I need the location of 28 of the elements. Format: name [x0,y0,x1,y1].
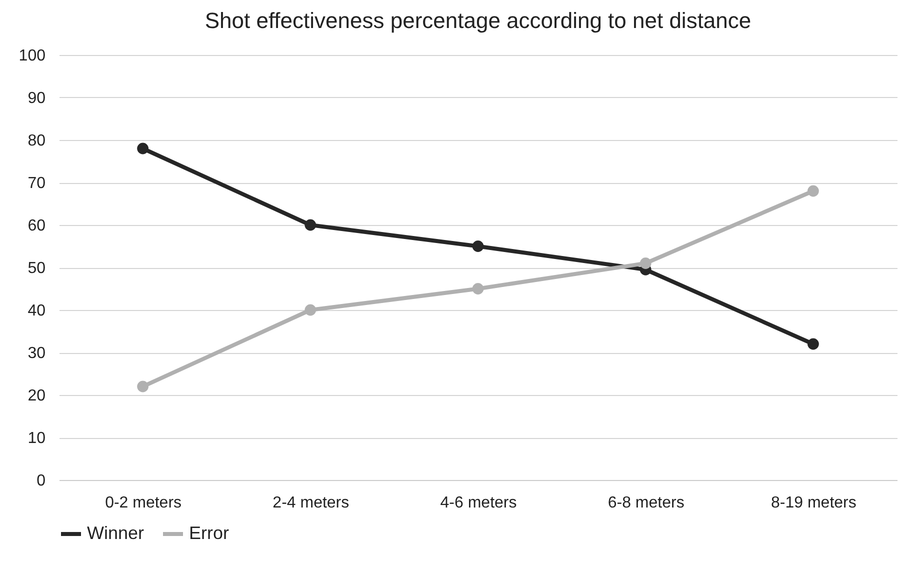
point [472,240,484,252]
y-tick-label: 80 [28,132,46,150]
point [137,142,148,154]
x-tick-label: 0-2 meters [105,494,182,512]
point [137,380,148,392]
point [304,304,316,316]
chart-title: Shot effectiveness percentage according to net distance [204,8,752,33]
x-tick-label: 4-6 meters [440,494,517,512]
y-tick-label: 20 [28,388,46,404]
x-tick-label: 8-19 meters [771,494,856,512]
y-tick-label: 40 [28,302,46,320]
point [640,258,652,269]
point [472,283,484,294]
legend-label: Winner [87,523,144,543]
point [304,219,316,231]
y-tick-label: 60 [28,218,46,234]
x-tick-label: 2-4 meters [272,494,350,512]
y-tick-label: 30 [28,345,46,362]
point [808,185,819,197]
y-tick-label: 100 [18,48,46,64]
x-tick-label: 6-8 meters [608,494,684,512]
y-tick-label: 10 [28,430,46,447]
y-tick-label: 90 [28,90,46,107]
point [808,338,819,350]
y-tick-label: 0 [36,472,46,490]
legend-label: Error [189,523,230,543]
y-tick-label: 70 [28,175,46,192]
y-tick-label: 50 [28,260,46,277]
